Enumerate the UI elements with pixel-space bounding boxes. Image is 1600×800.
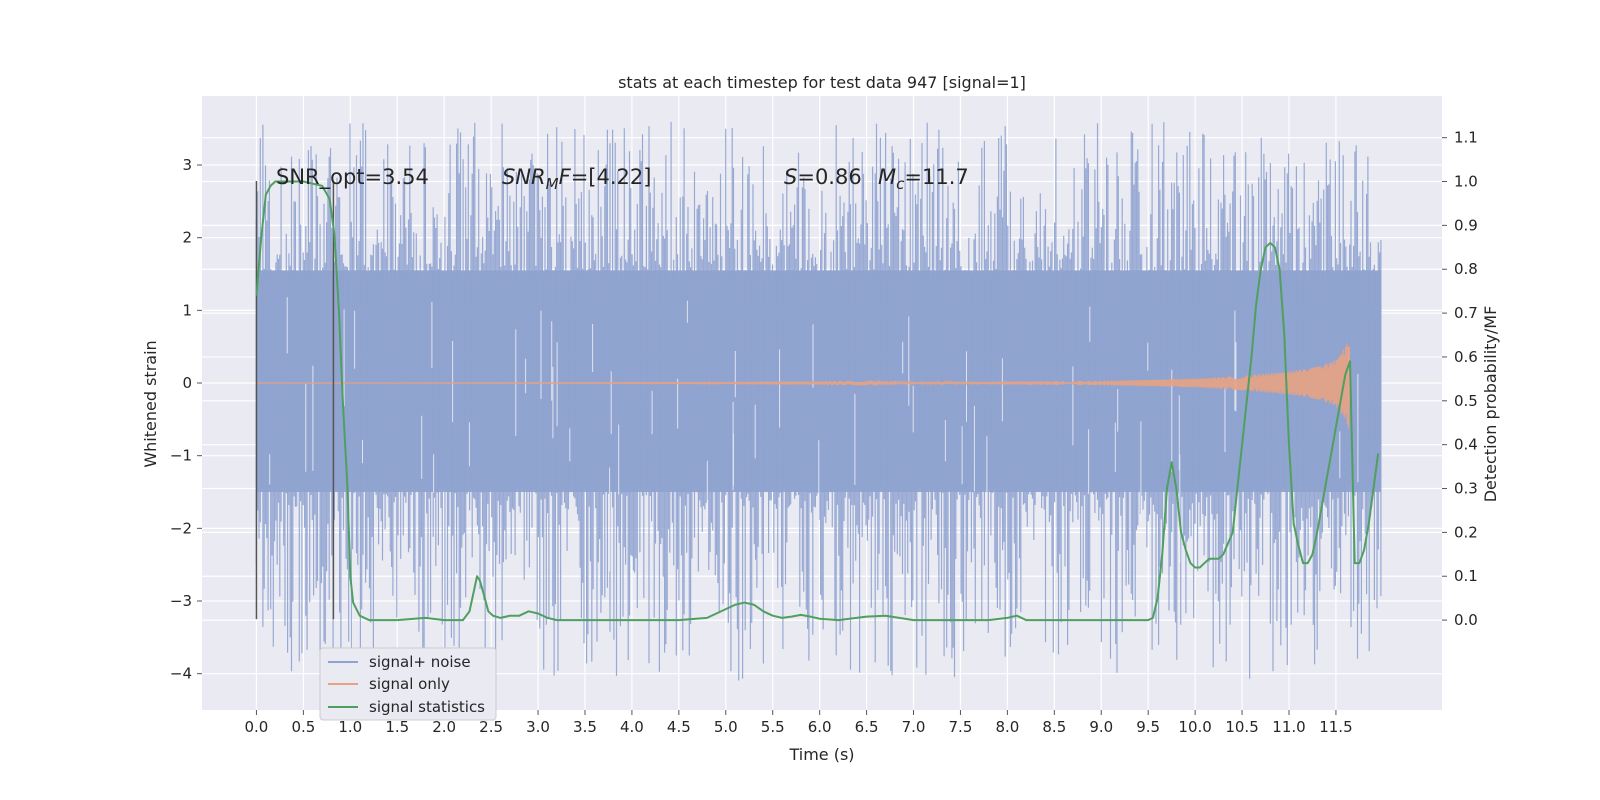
- y-tick-label: 3: [182, 156, 192, 174]
- x-tick-label: 9.0: [1089, 718, 1113, 736]
- vertical-marker-layer: [255, 181, 335, 620]
- legend-item: signal only: [328, 675, 450, 693]
- x-tick-label: 6.5: [855, 718, 879, 736]
- x-tick-label: 2.5: [479, 718, 503, 736]
- y2-tick-label: 0.6: [1454, 348, 1478, 366]
- x-tick-label: 5.5: [761, 718, 785, 736]
- x-tick-label: 5.0: [714, 718, 738, 736]
- y2-tick-label: 0.2: [1454, 523, 1478, 541]
- s-symbol: S: [784, 165, 797, 189]
- x-tick-label: 10.0: [1178, 718, 1211, 736]
- legend: signal+ noise signal only signal statist…: [319, 647, 497, 721]
- snr-mf-subscript: M: [546, 175, 559, 193]
- x-tick-label: 4.0: [620, 718, 644, 736]
- noise-gaps: [269, 297, 1359, 572]
- x-tick-label: 3.0: [526, 718, 550, 736]
- y-tick-label: −3: [170, 592, 192, 610]
- chart-title: stats at each timestep for test data 947…: [618, 73, 1026, 92]
- x-tick-label: 1.5: [385, 718, 409, 736]
- s-annotation: S=0.86: [784, 165, 862, 189]
- x-tick-label: 3.5: [573, 718, 597, 736]
- x-tick-label: 4.5: [667, 718, 691, 736]
- y2-tick-labels: 0.0 0.1 0.2 0.3 0.4 0.5 0.6 0.7 0.8 0.9 1.0 1.1: [1442, 129, 1478, 629]
- y-tick-label: −1: [170, 447, 192, 465]
- y2-tick-label: 0.1: [1454, 567, 1478, 585]
- x-tick-label: 2.0: [432, 718, 456, 736]
- x-tick-label: 11.0: [1272, 718, 1305, 736]
- x-tick-label: 9.5: [1136, 718, 1160, 736]
- legend-item: signal statistics: [328, 698, 485, 716]
- y-tick-label: 1: [182, 301, 192, 319]
- x-tick-label: 10.5: [1225, 718, 1258, 736]
- y-axis-label: Whitened strain: [141, 340, 160, 467]
- mc-value: =11.7: [904, 165, 968, 189]
- signal-statistics-line: [255, 180, 1380, 622]
- signal-series-layer: [256, 343, 1351, 429]
- legend-label: signal+ noise: [369, 653, 471, 671]
- x-tick-label: 7.0: [902, 718, 926, 736]
- y2-tick-label: 0.8: [1454, 260, 1478, 278]
- y2-tick-label: 0.3: [1454, 480, 1478, 498]
- stats-series-layer: [255, 180, 1380, 622]
- x-tick-labels: 0.0 0.5 1.0 1.5 2.0 2.5 3.0 3.5 4.0 4.5 5.0 5.5 6.0 6…: [245, 710, 1353, 736]
- y-tick-label: 0: [182, 374, 192, 392]
- y-tick-labels: 3 2 1 0 −1 −2 −3 −4: [170, 156, 202, 683]
- y2-tick-label: 0.4: [1454, 436, 1478, 454]
- x-tick-label: 8.0: [995, 718, 1019, 736]
- y2-axis-label: Detection probability/MF: [1481, 306, 1500, 503]
- legend-label: signal only: [369, 675, 450, 693]
- y2-tick-label: 1.0: [1454, 173, 1478, 191]
- x-tick-label: 0.0: [245, 718, 269, 736]
- legend-frame: [319, 647, 497, 721]
- y2-tick-label: 0.9: [1454, 216, 1478, 234]
- snr-mf-value: =[4.22]: [571, 165, 652, 189]
- signal-only-line: [256, 343, 1351, 429]
- mc-subscript: c: [896, 175, 905, 193]
- y2-tick-label: 0.7: [1454, 304, 1478, 322]
- x-tick-label: 8.5: [1042, 718, 1066, 736]
- y2-tick-label: 0.0: [1454, 611, 1478, 629]
- x-tick-label: 0.5: [291, 718, 315, 736]
- y2-tick-label: 0.5: [1454, 392, 1478, 410]
- snr-opt-annotation: SNR_opt=3.54: [276, 165, 429, 190]
- snr-mf-symbol: SNR: [502, 165, 546, 189]
- x-tick-label: 11.5: [1319, 718, 1352, 736]
- snr-mf-annotation: SNRMF=[4.22]: [502, 165, 651, 193]
- plot-area: [202, 96, 1442, 710]
- y-tick-label: 2: [182, 229, 192, 247]
- legend-label: signal statistics: [369, 698, 485, 716]
- mc-annotation: Mc=11.7: [878, 165, 969, 193]
- y2-tick-label: 1.1: [1454, 129, 1478, 147]
- legend-item: signal+ noise: [328, 653, 471, 671]
- x-tick-label: 1.0: [338, 718, 362, 736]
- y-tick-label: −2: [170, 519, 192, 537]
- annotations: SNR_opt=3.54 SNRMF=[4.22] S=0.86 Mc=11.7: [276, 165, 969, 193]
- x-tick-label: 7.5: [949, 718, 973, 736]
- x-axis-label: Time (s): [788, 745, 854, 764]
- y-tick-label: −4: [170, 665, 192, 683]
- s-value: =0.86: [797, 165, 861, 189]
- snr-mf-suffix: F: [559, 165, 572, 189]
- x-tick-label: 6.0: [808, 718, 832, 736]
- mc-symbol: M: [878, 165, 896, 189]
